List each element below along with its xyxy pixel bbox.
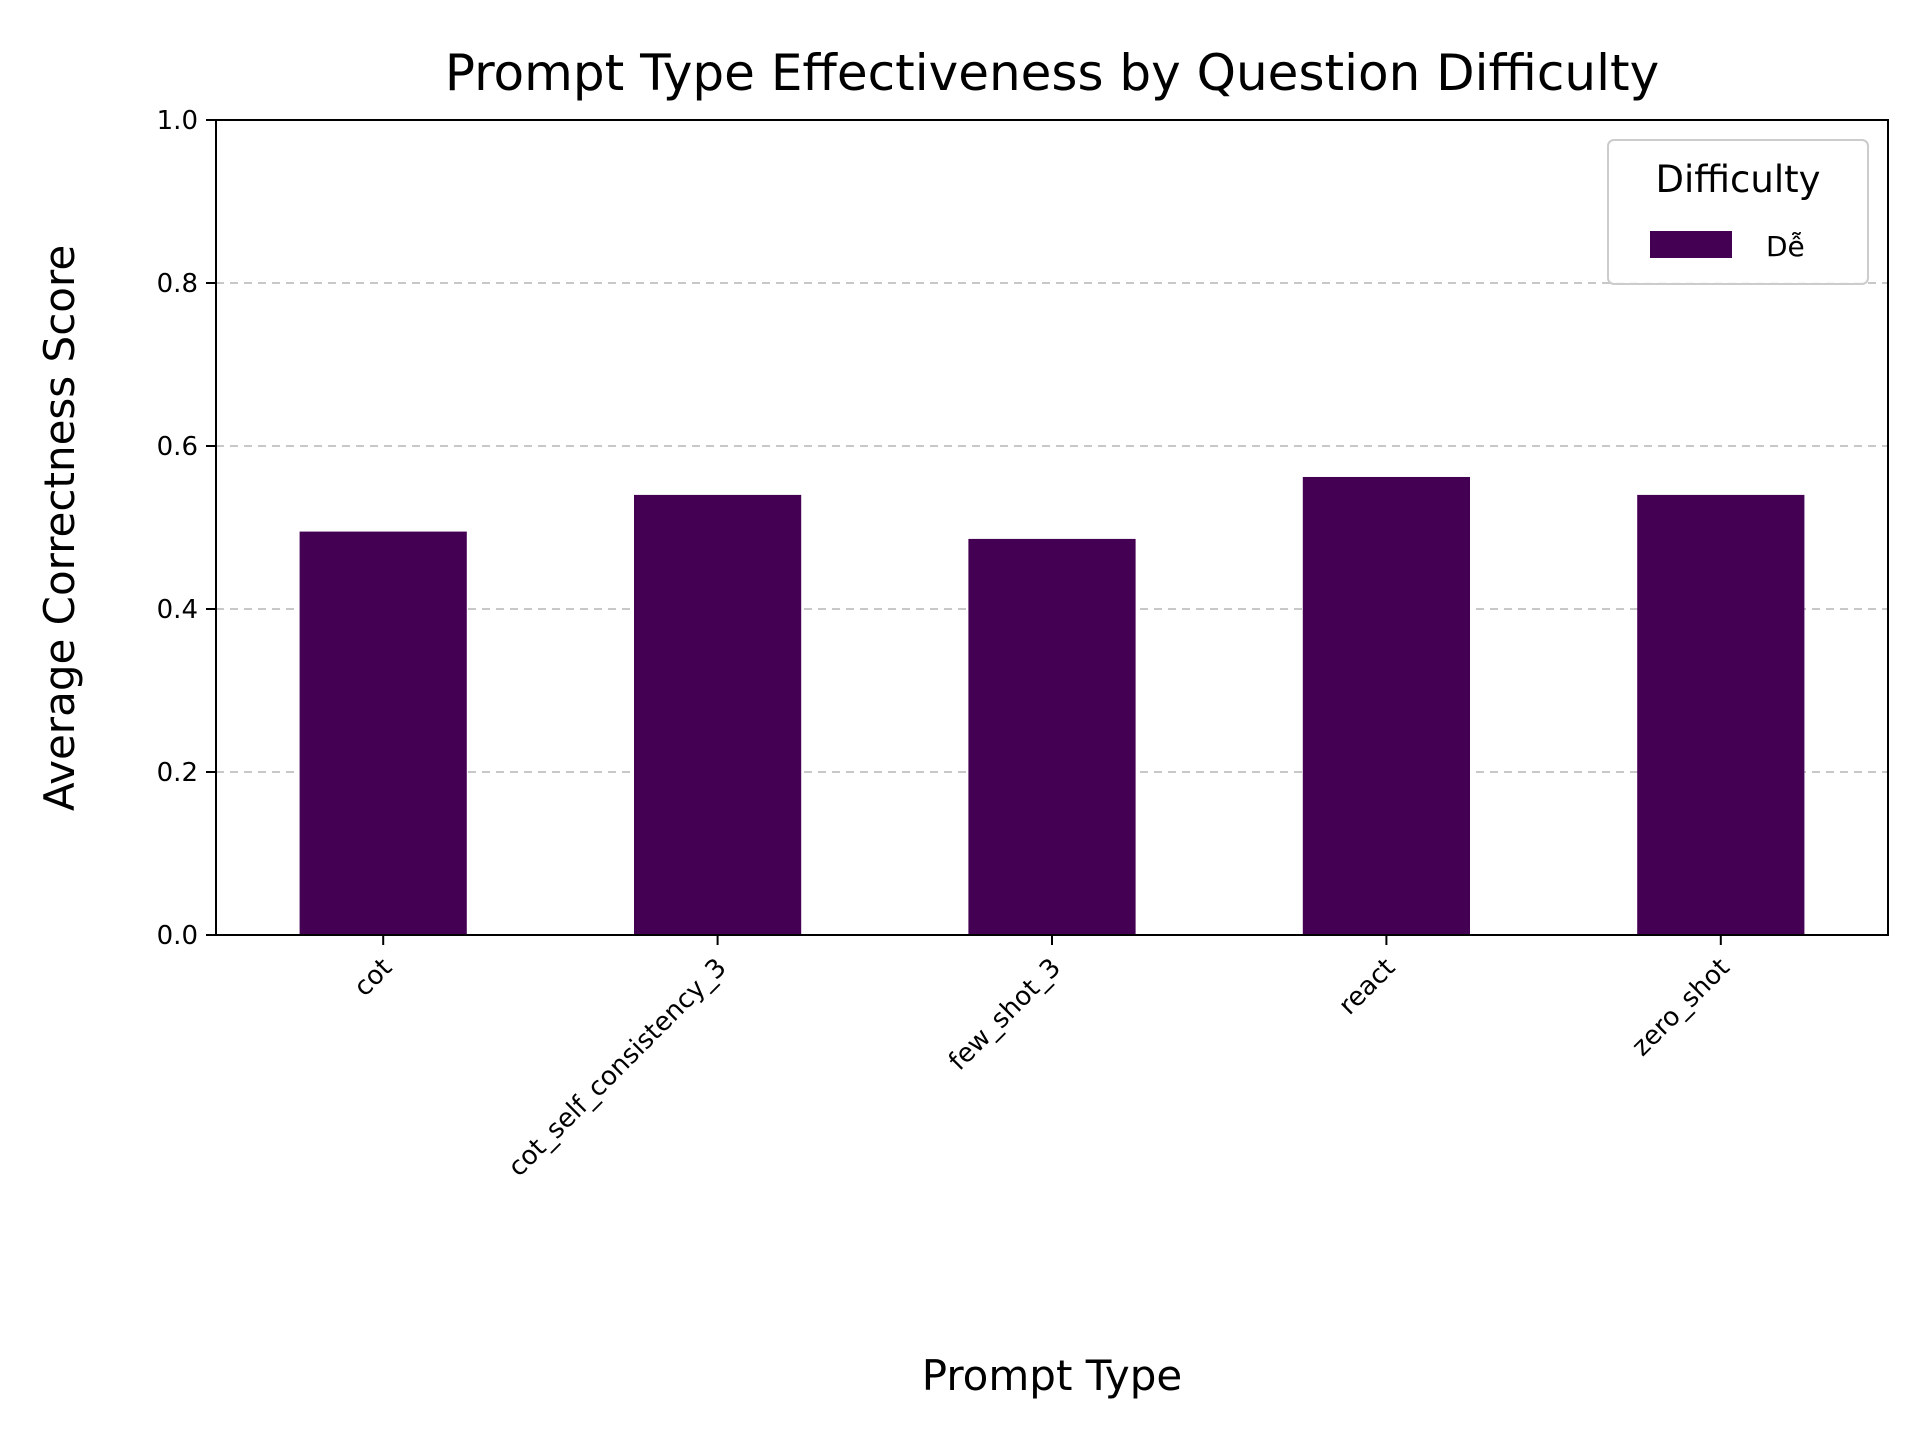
legend-label: Dễ <box>1766 230 1805 263</box>
y-tick-label: 0.4 <box>157 595 198 625</box>
y-axis-title: Average Correctness Score <box>35 245 84 811</box>
y-tick-label: 0.6 <box>157 432 198 462</box>
y-tick-label: 0.8 <box>157 269 198 299</box>
x-axis-title: Prompt Type <box>922 1351 1183 1400</box>
bar-cot <box>299 531 467 935</box>
bars <box>299 476 1805 935</box>
chart-title: Prompt Type Effectiveness by Question Di… <box>445 44 1659 102</box>
bar-cot-self-consistency-3 <box>634 494 802 935</box>
bar-few-shot-3 <box>968 538 1136 935</box>
legend: Difficulty Dễ <box>1607 139 1869 285</box>
y-tick-label: 1.0 <box>157 106 198 136</box>
y-axis-ticks: 0.0 0.2 0.4 0.6 0.8 1.0 <box>157 106 216 951</box>
bar-zero-shot <box>1637 494 1805 935</box>
legend-title: Difficulty <box>1655 158 1820 201</box>
y-tick-label: 0.0 <box>157 921 198 951</box>
legend-swatch <box>1650 231 1732 258</box>
y-tick-label: 0.2 <box>157 758 198 788</box>
bar-react <box>1302 476 1470 935</box>
